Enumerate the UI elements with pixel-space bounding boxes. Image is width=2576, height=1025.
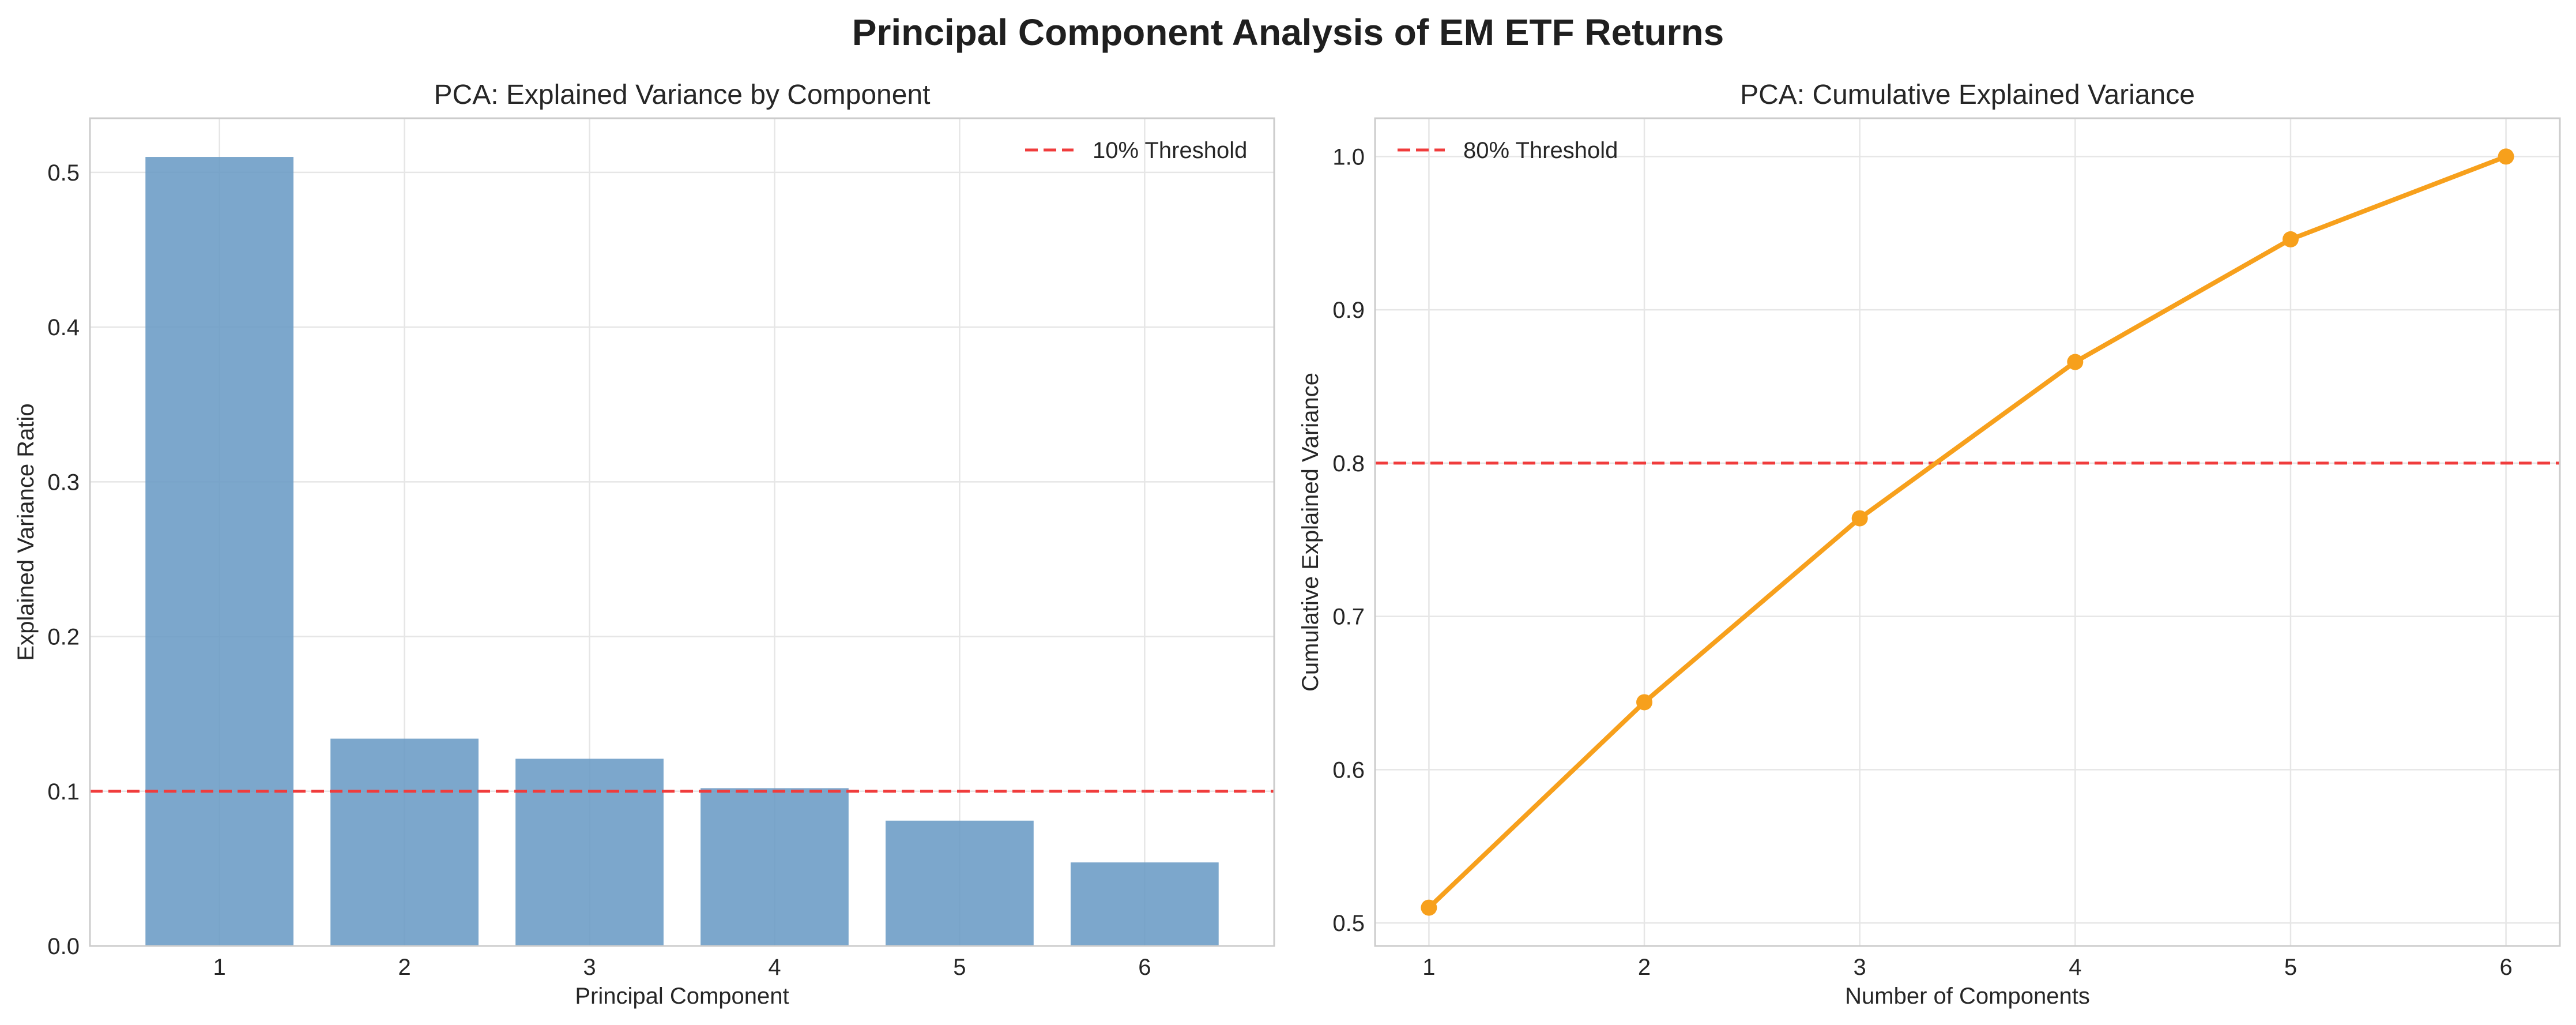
x-tick-label: 2 xyxy=(398,955,410,980)
y-tick-label: 0.1 xyxy=(47,779,80,805)
bar-component-4 xyxy=(701,788,849,946)
y-tick-label: 1.0 xyxy=(1332,144,1365,170)
y-axis-label: Explained Variance Ratio xyxy=(13,403,39,660)
x-tick-label: 6 xyxy=(1138,955,1151,980)
bar-component-5 xyxy=(886,820,1034,946)
x-tick-label: 2 xyxy=(1638,955,1651,980)
bar-component-2 xyxy=(330,738,479,946)
data-point-1 xyxy=(1421,899,1437,916)
x-tick-label: 5 xyxy=(2284,955,2297,980)
y-tick-label: 0.5 xyxy=(47,160,80,186)
y-tick-label: 0.5 xyxy=(1332,911,1365,936)
bar-component-3 xyxy=(515,759,664,946)
x-tick-label: 5 xyxy=(953,955,966,980)
cumulative-variance-chart: 0.5 0.6 0.7 0.8 0.9 1.0 1 2 3 4 5 6 PCA: Cumulative … xyxy=(1298,80,2561,1009)
x-tick-label: 6 xyxy=(2499,955,2512,980)
bar-component-1 xyxy=(145,157,294,947)
x-tick-label: 4 xyxy=(768,955,781,980)
data-point-5 xyxy=(2282,231,2299,247)
figure-suptitle: Principal Component Analysis of EM ETF R… xyxy=(852,12,1724,53)
bar-component-6 xyxy=(1070,862,1219,946)
x-tick-label: 1 xyxy=(213,955,226,980)
y-tick-label: 0.3 xyxy=(47,470,80,495)
cumulative-variance-line xyxy=(1427,154,2507,910)
y-tick-label: 0.4 xyxy=(47,315,80,340)
x-tick-label: 3 xyxy=(1854,955,1866,980)
data-point-6 xyxy=(2498,148,2514,165)
chart-title: PCA: Cumulative Explained Variance xyxy=(1740,80,2195,110)
y-axis-label: Cumulative Explained Variance xyxy=(1298,373,1323,692)
legend: 10% Threshold xyxy=(1025,138,1247,163)
y-tick-label: 0.9 xyxy=(1332,298,1365,323)
x-axis-label: Principal Component xyxy=(575,983,789,1009)
legend: 80% Threshold xyxy=(1398,138,1618,163)
explained-variance-chart: 0.0 0.1 0.2 0.3 0.4 0.5 1 2 3 4 5 6 PCA: Explained V… xyxy=(13,80,1275,1009)
data-point-3 xyxy=(1851,510,1868,527)
data-point-2 xyxy=(1636,694,1653,711)
legend-label: 10% Threshold xyxy=(1093,138,1247,163)
x-tick-label: 1 xyxy=(1422,955,1435,980)
data-point-4 xyxy=(2067,354,2084,370)
y-tick-label: 0.6 xyxy=(1332,757,1365,783)
y-tick-label: 0.0 xyxy=(47,934,80,959)
x-axis-label: Number of Components xyxy=(1845,983,2090,1009)
plot-area-frame xyxy=(1374,117,2561,947)
legend-label: 80% Threshold xyxy=(1463,138,1618,163)
y-tick-label: 0.2 xyxy=(47,625,80,650)
plot-area-frame xyxy=(89,117,1275,947)
chart-title: PCA: Explained Variance by Component xyxy=(434,80,931,110)
x-tick-label: 4 xyxy=(2069,955,2081,980)
y-tick-label: 0.7 xyxy=(1332,605,1365,630)
x-tick-label: 3 xyxy=(583,955,596,980)
y-tick-label: 0.8 xyxy=(1332,451,1365,476)
